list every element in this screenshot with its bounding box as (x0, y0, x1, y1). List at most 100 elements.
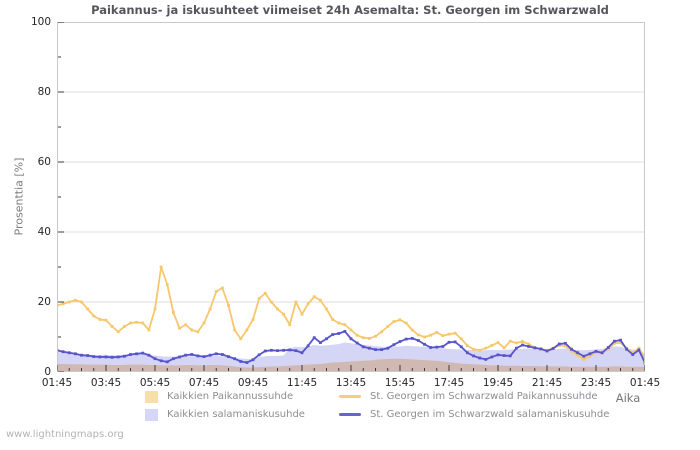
data-point (178, 355, 181, 359)
x-tick-label: 07:45 (188, 377, 220, 389)
data-point (582, 358, 586, 361)
data-point (276, 349, 279, 353)
data-point (135, 320, 139, 324)
data-point (263, 349, 267, 353)
watermark: www.lightningmaps.org (6, 429, 124, 440)
legend-item: Kaikkien salamaniskusuhde (145, 408, 305, 421)
data-point (147, 328, 151, 332)
data-point (171, 311, 175, 314)
data-point (521, 343, 524, 347)
data-point (563, 341, 567, 345)
data-point (367, 337, 371, 340)
data-point (80, 353, 83, 357)
data-point (490, 355, 494, 359)
data-point (331, 333, 335, 336)
data-point (233, 357, 237, 361)
data-point (594, 349, 598, 353)
data-point (116, 355, 120, 359)
data-point (239, 360, 243, 363)
data-point (361, 345, 365, 349)
data-point (619, 338, 622, 342)
data-point (527, 342, 531, 346)
data-point (465, 344, 469, 348)
data-point (355, 333, 359, 337)
data-point (73, 298, 77, 302)
y-tick-label: 40 (37, 226, 51, 238)
y-tick-label: 0 (44, 366, 51, 378)
data-point (557, 342, 561, 346)
legend-label: Kaikkien salamaniskusuhde (167, 409, 305, 420)
data-point (386, 346, 390, 350)
data-point (349, 337, 353, 341)
data-point (508, 354, 512, 358)
data-point (86, 307, 90, 311)
legend-label: St. Georgen im Schwarzwald Paikannussuhd… (369, 391, 598, 402)
data-point (233, 328, 237, 332)
legend-column: St. Georgen im Schwarzwald Paikannussuhd… (338, 390, 610, 421)
data-point (86, 354, 90, 357)
chart-title: Paikannus- ja iskusuhteet viimeiset 24h … (91, 3, 609, 17)
x-axis-label: Aika (615, 391, 641, 405)
data-point (159, 359, 163, 363)
data-point (196, 330, 200, 334)
data-point (435, 331, 439, 334)
data-point (392, 320, 396, 323)
x-tick-label: 05:45 (139, 377, 171, 389)
data-point (600, 351, 604, 355)
data-point (551, 347, 555, 350)
data-point (380, 348, 384, 351)
data-point (588, 355, 592, 358)
data-point (337, 332, 341, 335)
y-tick-label: 80 (37, 86, 51, 98)
data-point (251, 318, 255, 321)
data-point (214, 352, 218, 356)
x-tick-label: 09:45 (237, 377, 269, 389)
x-tick-label: 21:45 (531, 377, 563, 389)
legend: Kaikkien Paikannussuhde Kaikkien salamani… (145, 390, 609, 421)
legend-label: Kaikkien Paikannussuhde (167, 391, 294, 402)
data-point (349, 328, 353, 332)
data-point (582, 354, 586, 358)
legend-label: St. Georgen im Schwarzwald salamaniskusu… (369, 409, 610, 420)
data-point (533, 346, 537, 350)
data-point (576, 351, 580, 355)
x-tick-label: 13:45 (335, 377, 367, 389)
data-point (171, 357, 175, 361)
data-point (398, 340, 402, 343)
y-tick-label: 100 (30, 16, 51, 28)
x-tick-label: 23:45 (580, 377, 612, 389)
data-point (227, 304, 230, 307)
plot-border (57, 22, 645, 372)
data-point (374, 348, 377, 351)
data-point (214, 290, 218, 293)
data-point (325, 307, 328, 311)
data-point (178, 326, 181, 330)
data-point (472, 347, 475, 351)
data-point (184, 323, 188, 327)
data-point (288, 348, 292, 352)
data-point (631, 351, 635, 355)
data-point (472, 354, 475, 358)
data-point (447, 340, 451, 344)
data-point (361, 336, 365, 340)
data-point (416, 333, 420, 337)
data-point (98, 355, 102, 359)
data-point (318, 341, 322, 344)
data-point (374, 334, 377, 338)
data-point (190, 328, 194, 332)
data-point (245, 328, 249, 332)
legend-item: St. Georgen im Schwarzwald Paikannussuhd… (338, 390, 609, 403)
data-point (122, 325, 126, 328)
data-point (294, 300, 298, 304)
data-point (239, 337, 243, 341)
data-point (282, 312, 286, 316)
data-point (306, 344, 310, 348)
data-point (453, 340, 457, 344)
data-point (386, 325, 390, 328)
data-point (484, 346, 488, 350)
data-point (129, 353, 132, 356)
data-point (165, 283, 169, 286)
data-point (416, 339, 420, 342)
data-point (220, 353, 224, 356)
